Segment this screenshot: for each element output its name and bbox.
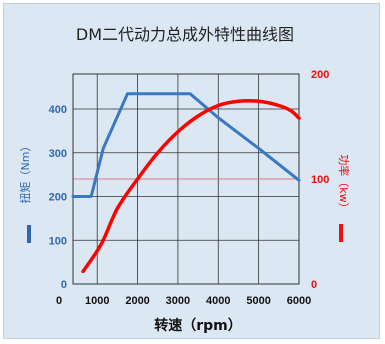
y-tick-label: 100 — [49, 235, 67, 247]
y2-tick-label: 200 — [311, 69, 329, 81]
x-tick-label: 1000 — [85, 295, 109, 307]
power-legend-swatch — [339, 224, 343, 242]
y2-tick-label: 0 — [311, 279, 317, 291]
y-tick-label: 200 — [49, 192, 67, 204]
x-tick-label: 5000 — [246, 295, 270, 307]
x-tick-label: 6000 — [287, 295, 311, 307]
x-tick-label: 3000 — [166, 295, 190, 307]
x-axis-ticks: 0 1000 2000 3000 4000 5000 6000 — [56, 295, 311, 307]
torque-legend-swatch — [27, 225, 31, 243]
y-axis-ticks: 0 100 200 300 400 — [49, 104, 67, 291]
x-tick-label: 0 — [56, 295, 62, 307]
chart-title: DM二代动力总成外特性曲线图 — [76, 25, 294, 44]
torque-series-line — [71, 92, 301, 198]
x-axis-label: 转速（rpm） — [154, 317, 242, 334]
x-tick-label: 2000 — [125, 295, 149, 307]
y-tick-label: 0 — [61, 279, 67, 291]
y2-tick-label: 100 — [311, 174, 329, 186]
y2-axis-ticks: 0 100 200 — [311, 69, 329, 291]
series-group — [71, 92, 301, 274]
power-series-line — [81, 99, 301, 274]
y2-axis-label: 功率（kw） — [337, 154, 351, 213]
y-axis-label: 扭矩（Nm） — [18, 141, 32, 204]
x-tick-label: 4000 — [206, 295, 230, 307]
y-tick-label: 300 — [49, 148, 67, 160]
y-tick-label: 400 — [49, 104, 67, 116]
